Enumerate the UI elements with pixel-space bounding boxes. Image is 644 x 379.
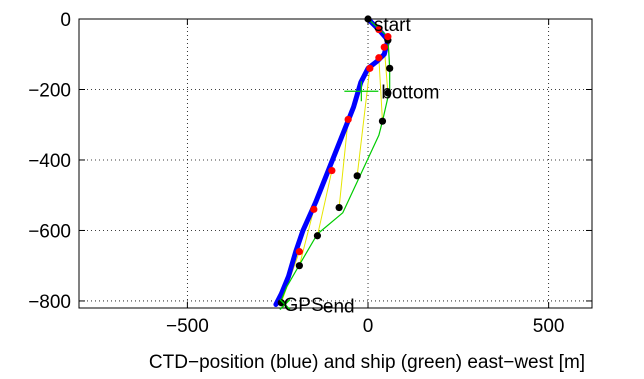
axis-ticks [79,18,592,308]
x-tick-label: 0 [363,316,374,337]
connector-line [338,119,349,208]
annotation-end: end [323,296,355,317]
ship-marker [364,15,372,23]
ctd-marker [375,54,383,62]
y-tick-label: −200 [28,80,71,101]
ship-marker [313,232,322,240]
tick-labels: −500 0 500 0 −200 −400 −600 −800 [28,10,564,337]
x-axis-label: CTD−position (blue) and ship (green) eas… [149,352,585,373]
ctd-marker [380,43,388,51]
connector-line [356,68,371,176]
end-marker [279,298,291,311]
ship-marker [277,299,285,307]
plot-background [78,18,593,309]
ship-marker [295,262,303,270]
x-tick-label: −500 [166,316,209,337]
data-markers [277,15,394,307]
ctd-marker [295,248,303,256]
y-tick-label: −600 [28,221,71,242]
connector-line [298,209,315,266]
ctd-marker [328,166,336,175]
x-tick-label: 500 [533,316,565,337]
ctd-marker [375,25,383,34]
y-tick-label: 0 [60,10,71,31]
ship-marker [335,203,343,212]
ship-marker [384,89,392,97]
ship-marker [353,172,361,180]
ctd-marker [310,205,318,213]
annotation-gps: GPS [284,295,324,316]
y-tick-label: −800 [28,292,71,313]
connector-line [316,170,333,236]
ctd-marker [344,115,352,124]
y-tick-label: −400 [28,151,71,172]
ctd-marker [366,64,374,72]
annotation-start: start [374,15,412,36]
ship-marker [378,117,387,125]
connector-line [378,57,383,122]
ship-marker [386,64,394,72]
annotation-bottom: bottom [381,82,439,103]
ctd-marker [384,33,392,41]
